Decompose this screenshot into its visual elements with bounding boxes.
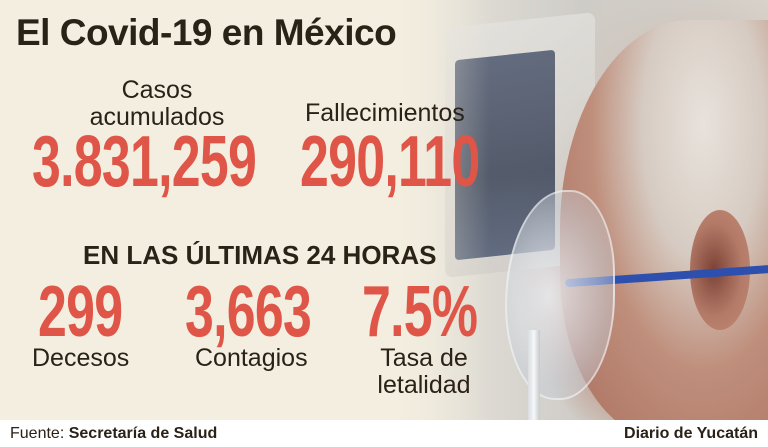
cumulative-deaths-value: 290,110 — [300, 122, 480, 202]
cumulative-deaths-label: Fallecimientos — [305, 99, 465, 127]
source-prefix: Fuente: — [10, 425, 65, 442]
footer: Fuente: Secretaría de Salud Diario de Yu… — [0, 420, 768, 447]
photo-fade — [330, 0, 490, 420]
daily-deaths-value: 299 — [38, 272, 123, 352]
daily-deaths-label: Decesos — [32, 344, 130, 372]
last-24h-heading: EN LAS ÚLTIMAS 24 HORAS — [83, 240, 437, 270]
oxygen-mask-image — [505, 190, 615, 400]
source-name: Secretaría de Salud — [68, 425, 218, 442]
fatality-rate-label: Tasa de letalidad — [377, 344, 471, 399]
daily-cases-label: Contagios — [195, 344, 308, 372]
infographic-title: El Covid-19 en México — [16, 12, 397, 53]
source-credit: Fuente: Secretaría de Salud — [10, 425, 217, 443]
publisher-brand: Diario de Yucatán — [624, 425, 758, 442]
cumulative-cases-value: 3.831,259 — [32, 122, 257, 202]
covid-infographic: El Covid-19 en México Casos acumulados 3.… — [0, 0, 768, 420]
cumulative-cases-label: Casos acumulados — [89, 76, 225, 131]
daily-cases-value: 3,663 — [185, 272, 312, 352]
oxygen-tube-image — [528, 330, 540, 420]
fatality-rate-value: 7.5% — [362, 272, 478, 352]
